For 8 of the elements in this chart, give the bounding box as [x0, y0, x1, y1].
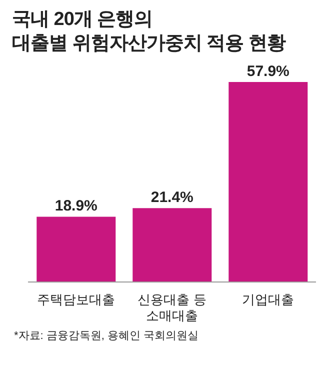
- x-tick-label: 신용대출 등 소매대출: [138, 292, 206, 323]
- data-label: 21.4%: [150, 189, 194, 206]
- data-label: 18.9%: [54, 198, 98, 215]
- x-tick-label: 주택담보대출: [37, 292, 115, 307]
- chart-title: 국내 20개 은행의 대출별 위험자산가중치 적용 현황: [12, 8, 286, 56]
- data-label: 57.9%: [246, 63, 290, 80]
- text: *자료: 금융감독원, 용혜인 국회의원실: [14, 329, 199, 343]
- x-tick-label: 기업대출: [242, 292, 294, 307]
